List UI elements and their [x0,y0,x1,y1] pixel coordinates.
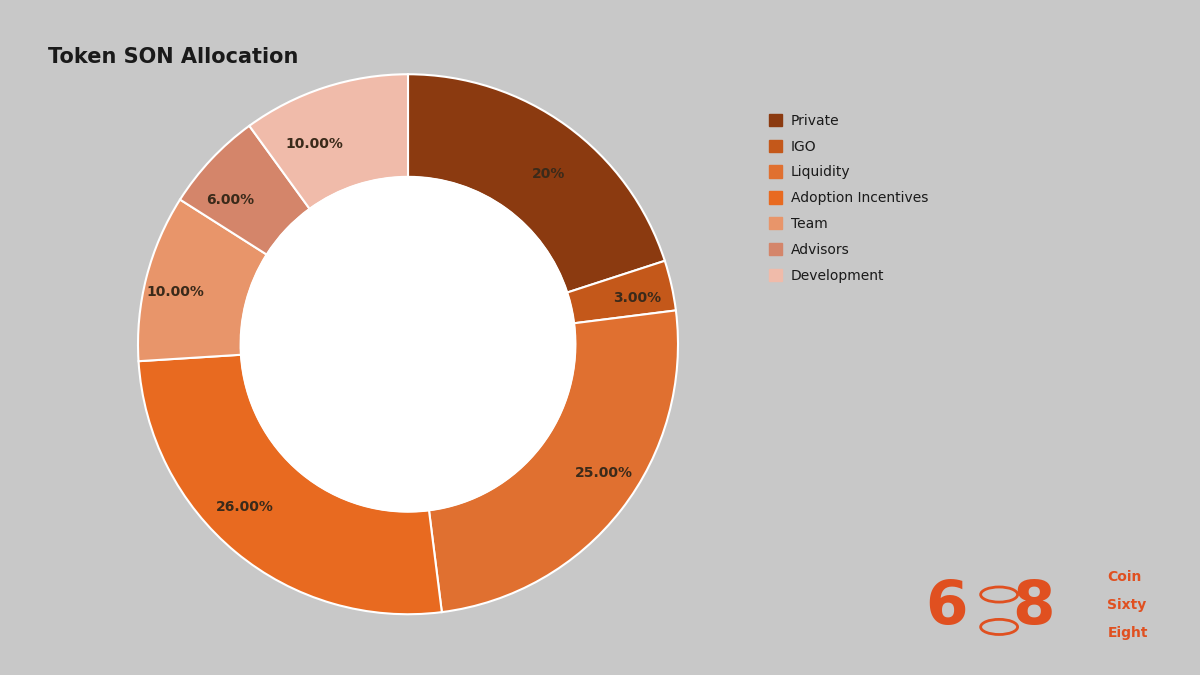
Text: 8: 8 [1013,578,1055,637]
Wedge shape [138,355,442,614]
Text: 20%: 20% [532,167,565,181]
Wedge shape [428,310,678,612]
Circle shape [241,177,576,512]
Text: 10.00%: 10.00% [286,137,343,151]
Wedge shape [250,74,408,209]
Wedge shape [180,126,310,254]
Text: 6: 6 [925,578,967,637]
Legend: Private, IGO, Liquidity, Adoption Incentives, Team, Advisors, Development: Private, IGO, Liquidity, Adoption Incent… [763,108,934,288]
Text: 26.00%: 26.00% [216,500,274,514]
Text: Eight: Eight [1108,626,1148,641]
Text: Token SON Allocation: Token SON Allocation [48,47,299,68]
Text: 3.00%: 3.00% [613,292,661,305]
Text: Coin: Coin [1108,570,1141,585]
Text: 6.00%: 6.00% [206,193,254,207]
Text: Sixty: Sixty [1108,598,1147,612]
Text: 10.00%: 10.00% [146,285,204,299]
Wedge shape [138,200,266,361]
Wedge shape [568,261,676,323]
Wedge shape [408,74,665,292]
Text: 25.00%: 25.00% [575,466,632,481]
